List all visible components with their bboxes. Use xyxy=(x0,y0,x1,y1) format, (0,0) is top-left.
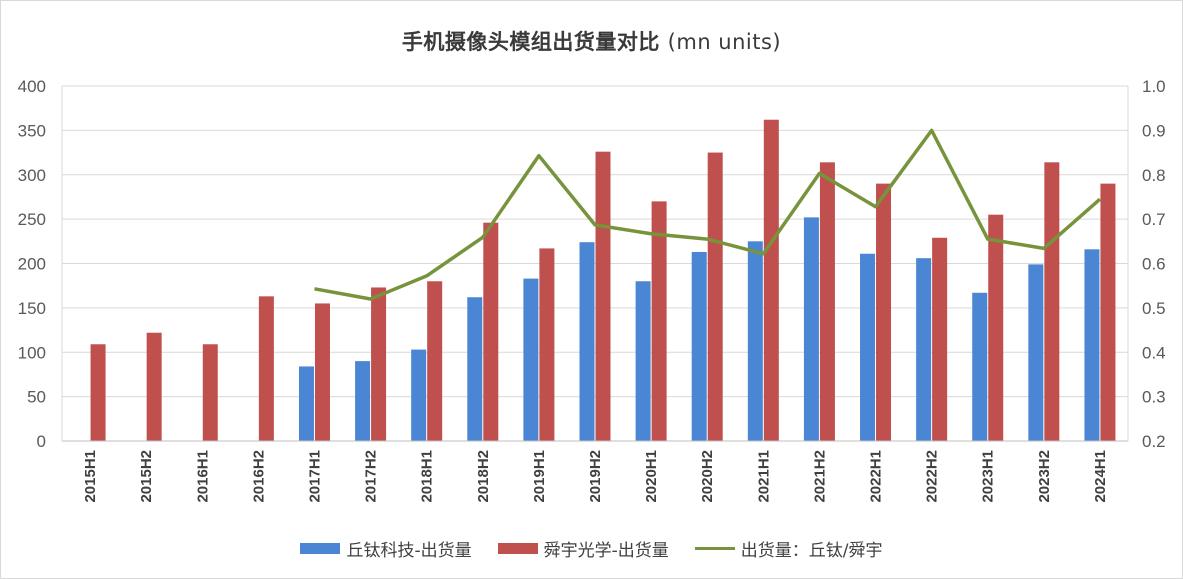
x-tick-label: 2017H1 xyxy=(306,450,323,503)
bar-qiuti xyxy=(747,241,763,441)
legend-item-qiuti: 丘钛科技-出货量 xyxy=(300,536,472,561)
legend-swatch-green-line xyxy=(694,547,735,550)
y-right-tick-label: 0.3 xyxy=(1142,388,1166,407)
bar-sunny xyxy=(314,303,330,441)
y-right-tick-label: 1.0 xyxy=(1142,77,1166,96)
bar-sunny xyxy=(1100,183,1116,441)
x-tick-label: 2024H1 xyxy=(1092,450,1109,503)
x-tick-label: 2022H2 xyxy=(924,450,941,503)
bar-qiuti xyxy=(298,366,314,441)
x-tick-label: 2021H1 xyxy=(755,450,772,503)
x-tick-label: 2018H1 xyxy=(419,450,436,503)
y-left-tick-label: 150 xyxy=(18,299,46,318)
x-tick-label: 2022H1 xyxy=(868,450,885,503)
x-tick-label: 2020H2 xyxy=(699,450,716,503)
x-tick-label: 2020H1 xyxy=(643,450,660,503)
gridlines xyxy=(62,85,1128,398)
y-left-tick-label: 0 xyxy=(37,432,46,451)
x-tick-label: 2019H1 xyxy=(531,450,548,503)
y-left-tick-label: 350 xyxy=(18,121,46,140)
y-axis-right-ticks: 0.2 0.3 0.4 0.5 0.6 0.7 0.8 0.9 1.0 xyxy=(1142,77,1166,451)
legend-item-sunny: 舜宇光学-出货量 xyxy=(497,536,669,561)
bar-sunny xyxy=(763,119,779,441)
bar-qiuti xyxy=(467,297,483,441)
bar-qiuti xyxy=(355,361,371,441)
bar-qiuti xyxy=(1084,249,1100,441)
bar-sunny xyxy=(876,183,892,441)
bar-qiuti xyxy=(1028,264,1044,441)
y-left-tick-label: 50 xyxy=(27,388,46,407)
legend-swatch-blue xyxy=(300,543,341,554)
y-right-tick-label: 0.8 xyxy=(1142,166,1166,185)
bar-sunny xyxy=(539,248,555,441)
x-axis-tick-labels: 2015H1 2015H2 2016H1 2016H2 2017H1 2017H2 2018… xyxy=(82,450,1109,503)
y-right-tick-label: 0.2 xyxy=(1142,432,1166,451)
bar-sunny xyxy=(595,151,611,442)
x-tick-label: 2017H2 xyxy=(363,450,380,503)
bar-sunny xyxy=(90,344,106,441)
y-left-tick-label: 400 xyxy=(18,77,46,96)
chart-title-unit: (mn units) xyxy=(667,30,782,54)
y-right-tick-label: 0.7 xyxy=(1142,210,1166,229)
legend: 丘钛科技-出货量 舜宇光学-出货量 出货量：丘钛/舜宇 xyxy=(0,536,1183,561)
bar-qiuti xyxy=(860,253,876,441)
y-axis-left-ticks: 0 50 100 150 200 250 300 350 400 xyxy=(18,77,46,451)
y-right-tick-label: 0.9 xyxy=(1142,121,1166,140)
bar-qiuti xyxy=(691,251,707,441)
x-tick-label: 2016H1 xyxy=(194,450,211,503)
ratio-line xyxy=(314,128,1102,301)
x-tick-label: 2023H1 xyxy=(980,450,997,503)
bar-sunny xyxy=(202,344,218,441)
bar-sunny xyxy=(651,201,667,441)
y-right-tick-label: 0.6 xyxy=(1142,255,1166,274)
bar-qiuti xyxy=(916,258,932,441)
bar-sunny xyxy=(988,214,1004,441)
bar-sunny xyxy=(1044,162,1060,441)
bar-sunny xyxy=(146,332,162,441)
y-left-tick-label: 300 xyxy=(18,166,46,185)
y-left-tick-label: 200 xyxy=(18,255,46,274)
bar-sunny xyxy=(258,296,274,441)
bar-qiuti xyxy=(803,217,819,441)
chart-title-text: 手机摄像头模组出货量对比 xyxy=(401,30,660,54)
line-series xyxy=(314,128,1102,301)
y-right-tick-label: 0.4 xyxy=(1142,343,1166,362)
y-left-tick-label: 250 xyxy=(18,210,46,229)
x-tick-label: 2023H2 xyxy=(1036,450,1053,503)
legend-label-sunny: 舜宇光学-出货量 xyxy=(543,541,669,561)
bar-qiuti xyxy=(411,349,427,441)
legend-label-ratio: 出货量：丘钛/舜宇 xyxy=(740,541,883,561)
legend-swatch-red xyxy=(497,543,538,554)
bar-series xyxy=(90,119,1116,442)
x-tick-label: 2019H2 xyxy=(587,450,604,503)
y-right-tick-label: 0.5 xyxy=(1142,299,1166,318)
bar-qiuti xyxy=(579,242,595,441)
y-left-tick-label: 100 xyxy=(18,343,46,362)
bar-qiuti xyxy=(523,278,539,441)
axes xyxy=(61,86,1129,442)
legend-item-ratio: 出货量：丘钛/舜宇 xyxy=(694,536,883,561)
bar-qiuti xyxy=(635,281,651,441)
x-tick-label: 2018H2 xyxy=(475,450,492,503)
bar-qiuti xyxy=(972,292,988,441)
bar-sunny xyxy=(932,237,948,441)
legend-label-qiuti: 丘钛科技-出货量 xyxy=(346,541,472,561)
bar-sunny xyxy=(483,222,499,441)
chart-title: 手机摄像头模组出货量对比 (mn units) xyxy=(0,26,1183,56)
bar-sunny xyxy=(707,152,723,441)
bar-sunny xyxy=(819,162,835,441)
x-tick-label: 2015H1 xyxy=(82,450,99,503)
x-tick-label: 2016H2 xyxy=(250,450,267,503)
bar-sunny xyxy=(371,287,387,441)
x-tick-label: 2015H2 xyxy=(138,450,155,503)
x-tick-label: 2021H2 xyxy=(811,450,828,503)
bar-sunny xyxy=(427,281,443,441)
